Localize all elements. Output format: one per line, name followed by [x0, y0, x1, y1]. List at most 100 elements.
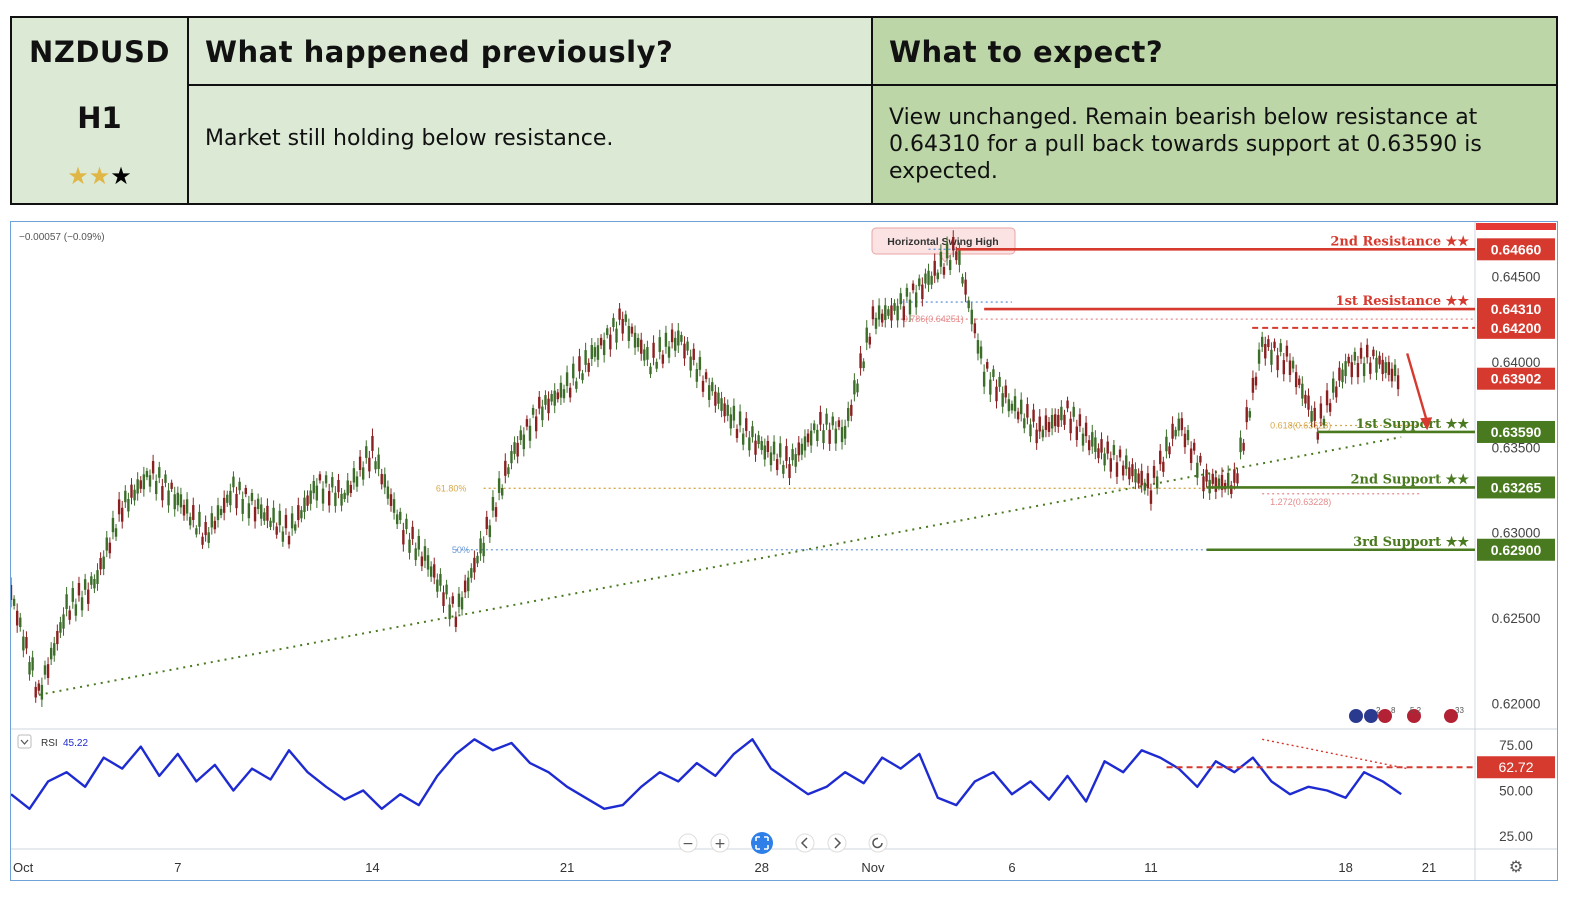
candle-body	[599, 337, 603, 346]
candle-body	[565, 372, 569, 387]
candle-body	[1038, 416, 1041, 432]
candle-body	[1285, 345, 1289, 357]
candle-body	[609, 334, 612, 350]
candle-body	[275, 526, 278, 535]
candle-body	[161, 486, 164, 501]
swing-high-callout: Horizontal Swing High	[871, 227, 1016, 263]
candle-body	[1236, 473, 1239, 484]
candle-body	[964, 279, 967, 295]
candle-body	[924, 273, 927, 284]
candle-body	[1335, 386, 1338, 398]
candle-body	[284, 514, 288, 529]
chart-canvas[interactable]: −0.00057 (−0.09%) RSI 45.22 Horizontal S…	[11, 222, 1557, 880]
price-box	[1477, 316, 1555, 339]
candle-body	[680, 335, 683, 342]
candle-body	[423, 546, 427, 561]
candle-body	[154, 480, 158, 495]
zoom-out-glyph: −	[682, 836, 694, 852]
candle-body	[346, 480, 349, 496]
candle-body	[1177, 418, 1180, 431]
scroll-right-icon[interactable]	[827, 833, 847, 853]
candle-body	[402, 530, 405, 545]
candle-body	[192, 505, 195, 520]
candle-body	[572, 363, 575, 379]
x-tick-label: 28	[754, 860, 768, 875]
candle-body	[1378, 355, 1381, 365]
candle-body	[436, 579, 439, 592]
candle-body	[74, 604, 78, 616]
candle-body	[34, 686, 37, 698]
candle-body	[53, 643, 56, 656]
nz-flag-icon	[1364, 709, 1378, 723]
candle-body	[204, 522, 207, 536]
candle-body	[958, 250, 961, 265]
candle-body	[1041, 429, 1045, 438]
us-flag-icon	[1407, 709, 1421, 723]
replay-icon[interactable]	[868, 833, 888, 853]
candle-body	[1282, 360, 1286, 375]
candle-body	[865, 327, 868, 343]
collapse-icon[interactable]	[17, 734, 32, 749]
candle-body	[714, 391, 717, 406]
scroll-left-icon[interactable]	[795, 833, 815, 853]
scroll-left-glyph	[800, 837, 808, 849]
candle-body	[887, 309, 890, 316]
candle-body	[1196, 462, 1199, 478]
candle-body	[840, 427, 844, 443]
candle-body	[392, 499, 396, 513]
candle-body	[1097, 448, 1100, 459]
x-tick-label: 7	[174, 860, 181, 875]
x-tick-label: 18	[1338, 860, 1352, 875]
price-chart[interactable]: −0.00057 (−0.09%) RSI 45.22 Horizontal S…	[10, 221, 1558, 881]
candle-body	[871, 306, 875, 320]
candle-body	[43, 665, 47, 675]
us-flag-icon	[1444, 709, 1458, 723]
candle-body	[232, 476, 235, 488]
reset-zoom-icon[interactable]	[751, 832, 773, 854]
candle-body	[1183, 433, 1187, 448]
candle-body	[1251, 377, 1255, 393]
candle-body	[374, 461, 377, 470]
candle-body	[602, 340, 606, 356]
candle-body	[133, 489, 136, 501]
candle-body	[513, 442, 516, 454]
candle-body	[331, 477, 334, 488]
candle-body	[87, 589, 90, 604]
expected-move-arrow	[1406, 353, 1429, 423]
candle-body	[1143, 482, 1146, 491]
flag-count: 5 2	[1410, 706, 1422, 715]
candle-body	[46, 664, 50, 678]
candle-body	[1020, 399, 1023, 415]
candle-body	[497, 478, 501, 493]
candle-body	[1226, 472, 1230, 488]
flag-icons: 8 2 5 2 33	[1349, 706, 1464, 723]
candle-body	[278, 510, 281, 526]
candle-body	[433, 564, 436, 578]
candle-body	[754, 440, 757, 455]
candle-body	[241, 498, 244, 514]
candle-body	[68, 610, 71, 620]
candle-body	[1254, 376, 1258, 386]
candle-body	[717, 392, 720, 404]
zoom-out-icon[interactable]	[678, 833, 698, 853]
candle-body	[290, 513, 294, 529]
candle-body	[757, 435, 760, 445]
candle-body	[695, 369, 699, 382]
candle-body	[1013, 396, 1017, 412]
candle-body	[692, 348, 695, 360]
candle-body	[491, 496, 495, 511]
candle-body	[636, 338, 640, 348]
us-flag-icon	[1378, 709, 1392, 723]
candle-body	[1084, 422, 1088, 437]
level-label: 1st Resistance ★★	[1336, 294, 1470, 309]
candle-body	[640, 339, 643, 354]
ascending-trendline	[38, 436, 1402, 696]
candle-body	[216, 505, 220, 521]
candle-body	[1205, 469, 1208, 482]
replay-glyph	[872, 837, 883, 849]
candle-body	[596, 345, 600, 360]
zoom-in-icon[interactable]	[710, 833, 730, 853]
rsi-tick-label: 50.00	[1499, 784, 1533, 799]
settings-icon[interactable]: ⚙	[1509, 857, 1523, 876]
candle-body	[973, 323, 977, 334]
